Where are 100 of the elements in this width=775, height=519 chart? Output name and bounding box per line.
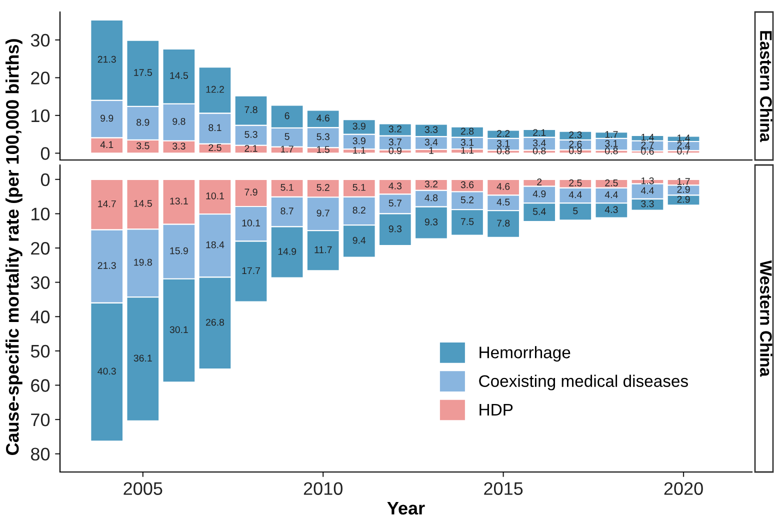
data-label: 9.3 [388, 225, 402, 232]
data-label: 1 [429, 147, 434, 154]
data-label: 2.6 [569, 140, 582, 148]
data-label: 3.4 [532, 139, 546, 146]
data-label: 0.9 [569, 147, 582, 154]
data-label: 21.3 [98, 262, 116, 269]
data-label: 11.7 [314, 246, 332, 254]
data-label: 2.3 [569, 131, 582, 138]
data-label: 3.9 [352, 137, 366, 144]
data-label: 2.5 [605, 179, 618, 186]
data-label: 5.3 [316, 133, 330, 140]
x-axis-title: Year [387, 502, 425, 515]
data-label: 0.8 [532, 147, 546, 154]
data-label: 1.1 [461, 146, 474, 154]
x-tick-label: 2015 [484, 482, 523, 495]
data-label: 5.7 [388, 200, 402, 207]
data-label: 18.4 [206, 241, 224, 248]
data-label: 3.9 [352, 122, 366, 130]
data-label: 4.1 [100, 141, 114, 148]
data-label: 4.6 [496, 183, 510, 190]
legend-label: Coexisting medical diseases [479, 374, 688, 390]
data-label: 5 [284, 133, 290, 140]
data-label: 8.2 [352, 206, 366, 214]
data-label: 3.6 [460, 181, 474, 188]
data-label: 7.8 [497, 220, 510, 227]
y-tick-label: 20 [31, 72, 50, 84]
y-tick-label: 10 [32, 109, 50, 122]
data-label: 4.4 [640, 187, 654, 194]
data-label: 5.1 [352, 184, 366, 191]
x-tick-label: 2020 [664, 482, 703, 495]
data-label: 5.2 [460, 196, 474, 204]
data-label: 2.5 [569, 179, 582, 186]
data-label: 1.5 [317, 146, 330, 153]
y-tick-label: 60 [31, 379, 50, 392]
data-label: 2.9 [677, 196, 690, 203]
data-label: 2.9 [677, 186, 690, 193]
x-tick-label: 2005 [124, 482, 162, 495]
data-label: 1.7 [678, 178, 690, 185]
data-label: 14.9 [278, 248, 296, 255]
data-label: 5.3 [244, 130, 258, 138]
data-label: 36.1 [134, 354, 152, 362]
data-label: 6 [284, 112, 290, 120]
data-label: 3.1 [496, 140, 510, 147]
data-label: 14.5 [170, 72, 188, 79]
y-tick-label: 40 [30, 310, 50, 324]
data-label: 17.7 [242, 267, 260, 274]
text: Western China [760, 260, 772, 377]
data-label: 5.2 [316, 184, 330, 191]
data-label: 2.5 [208, 144, 222, 152]
data-label: 1.7 [605, 131, 618, 138]
data-label: 4.4 [568, 191, 582, 198]
data-label: 15.9 [170, 247, 188, 254]
data-label: 1.1 [353, 146, 366, 154]
data-label: 2 [537, 178, 542, 186]
data-label: 12.2 [206, 86, 224, 93]
data-label: 8.7 [280, 208, 294, 214]
data-label: 3.4 [424, 138, 438, 146]
data-label: 2.2 [497, 130, 510, 137]
text: Eastern China [760, 31, 772, 142]
data-label: 4.3 [388, 182, 402, 190]
data-label: 8.1 [208, 124, 222, 132]
data-label: 2.8 [461, 128, 474, 135]
y-tick-label: 20 [31, 242, 50, 255]
data-label: 9.4 [352, 236, 366, 244]
y-tick-label: 70 [31, 413, 50, 426]
data-label: 5 [573, 207, 578, 214]
data-label: 3.3 [641, 200, 654, 208]
data-label: 4.4 [604, 191, 618, 198]
data-label: 2.4 [677, 142, 690, 149]
data-label: 19.8 [134, 258, 152, 266]
data-label: 2.1 [533, 129, 546, 136]
data-label: 2.1 [244, 144, 258, 152]
data-label: 5.4 [532, 208, 546, 215]
y-tick-label: 80 [30, 448, 50, 461]
y-tick-label: 50 [30, 344, 50, 358]
data-label: 7.9 [244, 188, 258, 196]
data-label: 9.7 [316, 210, 330, 216]
data-label: 14.7 [98, 200, 116, 208]
data-label: 3.3 [424, 126, 438, 133]
data-label: 10.1 [242, 220, 260, 226]
data-label: 3.5 [136, 142, 150, 150]
data-label: 14.5 [134, 200, 152, 207]
data-label: 4.5 [496, 198, 510, 206]
data-label: 0.6 [641, 148, 654, 155]
data-label: 17.5 [134, 69, 152, 76]
data-label: 30.1 [170, 326, 188, 334]
data-label: 9.9 [100, 114, 114, 122]
y-tick-label: 30 [30, 34, 50, 47]
data-label: 3.7 [388, 138, 402, 146]
data-label: 40.3 [98, 368, 116, 375]
data-label: 3.2 [424, 180, 438, 188]
data-label: 0.8 [496, 147, 510, 154]
data-label: 4.8 [424, 194, 438, 202]
data-label: 4.3 [604, 206, 618, 214]
data-label: 13.1 [170, 198, 188, 204]
data-label: 5.1 [280, 184, 294, 191]
data-label: 26.8 [206, 318, 224, 326]
y-tick-label: 0 [40, 173, 50, 186]
data-label: 9.3 [424, 218, 438, 226]
data-label: 1.3 [641, 177, 654, 184]
